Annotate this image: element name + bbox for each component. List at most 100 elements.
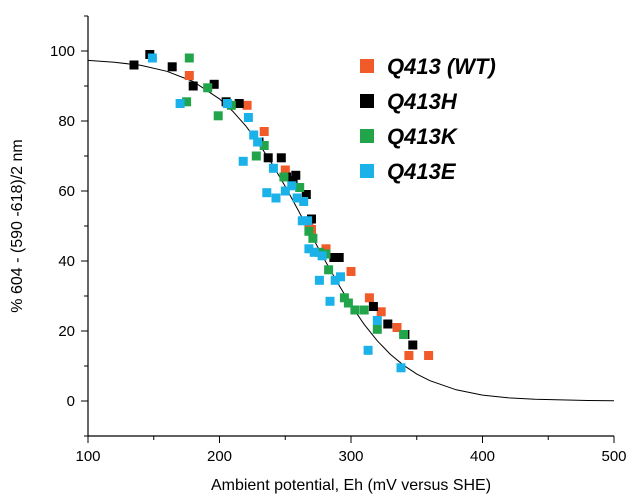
data-point bbox=[364, 293, 374, 303]
data-point bbox=[399, 330, 409, 339]
data-point bbox=[372, 324, 382, 334]
data-point bbox=[299, 197, 309, 206]
data-point bbox=[249, 130, 259, 140]
data-point bbox=[317, 251, 327, 261]
y-tick-label: 100 bbox=[50, 43, 75, 60]
fit-curve-layer bbox=[87, 59, 615, 402]
data-point bbox=[175, 99, 185, 108]
data-point bbox=[276, 153, 286, 163]
data-point bbox=[392, 323, 402, 332]
data-point bbox=[268, 163, 278, 173]
legend-swatch bbox=[360, 59, 374, 73]
data-point bbox=[203, 83, 213, 93]
series-q413-wt bbox=[184, 71, 434, 360]
x-tick-label: 400 bbox=[470, 448, 495, 465]
y-tick-label: 20 bbox=[58, 323, 75, 340]
data-point bbox=[336, 272, 345, 282]
x-tick-label: 200 bbox=[207, 448, 232, 465]
data-point bbox=[383, 319, 393, 329]
data-point bbox=[234, 99, 244, 108]
data-point bbox=[404, 351, 414, 360]
data-point bbox=[359, 305, 369, 315]
data-point bbox=[309, 247, 319, 257]
data-point bbox=[295, 183, 305, 192]
data-point bbox=[304, 226, 314, 236]
data-point bbox=[259, 127, 269, 136]
legend-item: Q413E bbox=[360, 159, 457, 184]
data-point bbox=[184, 53, 194, 63]
data-point bbox=[376, 307, 386, 317]
data-point bbox=[291, 170, 301, 180]
data-point bbox=[279, 172, 289, 182]
data-point bbox=[363, 345, 373, 355]
data-point bbox=[424, 351, 434, 360]
y-tick-label: 60 bbox=[58, 183, 75, 200]
data-point bbox=[263, 153, 273, 163]
data-point bbox=[262, 188, 272, 198]
data-point bbox=[301, 190, 311, 199]
y-tick-label: 0 bbox=[67, 393, 75, 410]
y-tick-label: 40 bbox=[58, 253, 75, 270]
legend-swatch bbox=[360, 129, 374, 143]
data-point bbox=[408, 340, 418, 350]
legend-label: Q413K bbox=[387, 124, 459, 149]
legend-swatch bbox=[360, 164, 374, 178]
data-point bbox=[280, 165, 290, 175]
data-point bbox=[253, 137, 263, 147]
data-point bbox=[242, 100, 252, 110]
data-point bbox=[147, 53, 157, 63]
data-point bbox=[238, 156, 248, 166]
data-point bbox=[303, 216, 313, 226]
data-point bbox=[396, 363, 406, 373]
data-point bbox=[188, 81, 198, 91]
legend-label: Q413E bbox=[387, 159, 457, 184]
x-tick-label: 100 bbox=[75, 448, 100, 465]
data-point bbox=[280, 186, 290, 196]
data-point bbox=[251, 151, 261, 161]
data-point bbox=[182, 97, 192, 107]
data-point bbox=[339, 293, 349, 303]
data-point bbox=[368, 302, 378, 311]
data-point bbox=[372, 316, 382, 325]
data-point bbox=[297, 216, 307, 226]
x-tick-label: 500 bbox=[601, 448, 626, 465]
data-point bbox=[304, 244, 314, 254]
data-point bbox=[209, 79, 219, 89]
fit-curve bbox=[87, 59, 615, 402]
y-axis-title: % 604 - (590 -618)/2 nm bbox=[9, 139, 26, 312]
x-tick-label: 300 bbox=[338, 448, 363, 465]
data-point bbox=[259, 141, 269, 150]
data-point bbox=[184, 71, 194, 80]
data-point bbox=[346, 267, 356, 276]
data-point bbox=[167, 62, 177, 72]
data-point bbox=[243, 113, 253, 122]
data-point bbox=[213, 111, 223, 121]
data-point bbox=[287, 181, 297, 191]
data-point bbox=[129, 60, 139, 70]
y-tick-label: 80 bbox=[58, 113, 75, 130]
data-point bbox=[288, 176, 298, 185]
data-point bbox=[292, 193, 302, 203]
data-point bbox=[334, 253, 344, 262]
legend-item: Q413K bbox=[360, 124, 459, 149]
legend-item: Q413 (WT) bbox=[360, 54, 496, 79]
axes: 100 200 300 400 500 0 20 40 60 80 100 bbox=[50, 15, 627, 465]
data-point bbox=[325, 296, 335, 306]
data-point bbox=[343, 298, 353, 308]
data-point bbox=[324, 265, 334, 275]
series-q413e bbox=[147, 53, 406, 373]
legend-label: Q413 (WT) bbox=[387, 54, 496, 79]
data-point bbox=[314, 275, 324, 285]
legend-label: Q413H bbox=[387, 89, 458, 114]
data-point bbox=[271, 193, 281, 203]
data-point bbox=[350, 305, 360, 315]
data-points-layer bbox=[129, 50, 434, 373]
data-point bbox=[330, 275, 340, 285]
legend-item: Q413H bbox=[360, 89, 458, 114]
data-point bbox=[222, 99, 232, 108]
data-point bbox=[329, 253, 339, 262]
data-point bbox=[321, 244, 331, 254]
legend-swatch bbox=[360, 94, 374, 108]
x-axis-title: Ambient potential, Eh (mV versus SHE) bbox=[211, 477, 491, 494]
